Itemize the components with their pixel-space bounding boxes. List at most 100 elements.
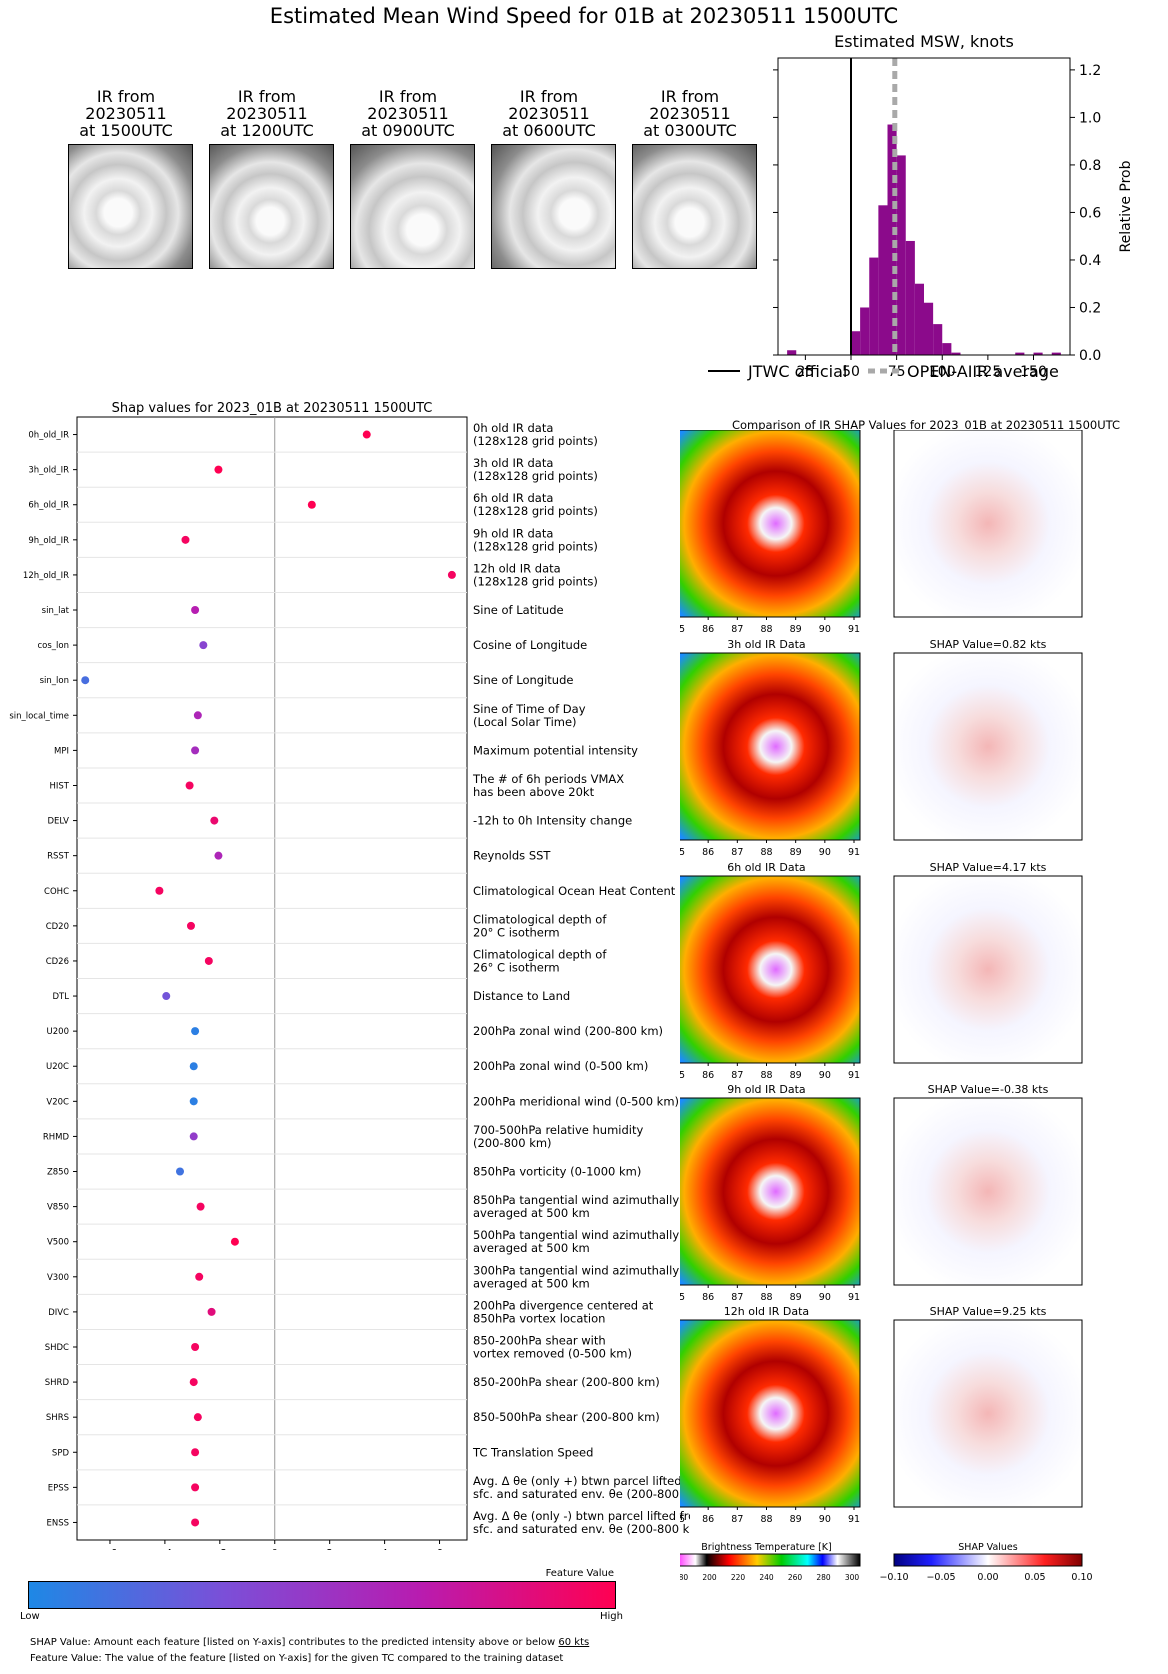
ir-xtick-label: 89 bbox=[790, 847, 802, 858]
feature-description: 300hPa tangential wind azimuthally bbox=[473, 1263, 679, 1277]
shap-panel-image bbox=[893, 1097, 1083, 1286]
histogram-frame bbox=[777, 57, 1071, 356]
feature-description: has been above 20kt bbox=[473, 785, 595, 799]
ir-panel-title: 9h old IR Data bbox=[727, 1083, 805, 1096]
feature-tick-label: CD26 bbox=[46, 957, 69, 967]
feature-description: 700-500hPa relative humidity bbox=[473, 1123, 643, 1137]
ir-thumbnail-label: IR from 20230511 at 1500UTC bbox=[79, 87, 173, 140]
feature-tick-label: cos_lon bbox=[37, 641, 69, 651]
histogram-xtick-label: 25 bbox=[796, 364, 814, 380]
shap-point bbox=[191, 1448, 200, 1457]
ir-panel-title: 3h old IR Data bbox=[727, 638, 805, 651]
histogram-bar bbox=[887, 124, 897, 355]
ir-xtick-label: 88 bbox=[760, 847, 772, 858]
feature-description: Distance to Land bbox=[473, 989, 570, 1003]
feature-description: 0h old IR data bbox=[473, 421, 553, 435]
feature-tick-label: HIST bbox=[50, 781, 70, 791]
feature-description: (200-800 km) bbox=[473, 1136, 552, 1150]
shap-point bbox=[362, 430, 371, 439]
feature-tick-label: 0h_old_IR bbox=[28, 431, 69, 441]
feature-description: 200hPa divergence centered at bbox=[473, 1298, 654, 1312]
feature-tick-label: ENSS bbox=[46, 1518, 69, 1528]
histogram-ylabel: Relative Prob bbox=[1118, 160, 1134, 252]
feature-value-colorbar bbox=[28, 1581, 616, 1609]
histogram-xtick-label: 100 bbox=[929, 364, 956, 380]
histogram-bar bbox=[896, 155, 906, 355]
histogram-xtick-label: 150 bbox=[1020, 364, 1047, 380]
bt-colorbar-tick: 300 bbox=[845, 1573, 860, 1582]
shap-point bbox=[191, 1518, 200, 1527]
histogram-title: Estimated MSW, knots bbox=[834, 32, 1014, 51]
histogram-ytick-label: 0.6 bbox=[1079, 205, 1101, 221]
histogram-ytick-label: 1.2 bbox=[1079, 63, 1101, 79]
legend-average-label: OPEN-AIIR average bbox=[907, 362, 1059, 381]
shap-xtick-label: −6 bbox=[103, 1548, 117, 1550]
histogram-bar bbox=[1033, 352, 1043, 355]
ir-xtick-label: 90 bbox=[819, 1514, 831, 1525]
feature-description: (128x128 grid points) bbox=[473, 469, 598, 483]
ir-xtick-label: 87 bbox=[731, 624, 743, 635]
histogram-ytick-label: 0.4 bbox=[1079, 253, 1101, 269]
histogram-ytick-label: 0.0 bbox=[1079, 348, 1101, 364]
feature-tick-label: EPSS bbox=[48, 1483, 69, 1493]
feature-description: vortex removed (0-500 km) bbox=[473, 1346, 632, 1360]
ir-xtick-label: 87 bbox=[731, 847, 743, 858]
feature-description: Climatological depth of bbox=[473, 947, 607, 961]
shap-colorbar-label: SHAP Values bbox=[958, 1542, 1018, 1553]
feature-description: (Local Solar Time) bbox=[473, 715, 577, 729]
shap-point bbox=[196, 1202, 205, 1211]
feature-description: 200hPa meridional wind (0-500 km) bbox=[473, 1094, 679, 1108]
shap-point bbox=[81, 676, 90, 685]
histogram-bar bbox=[924, 302, 934, 355]
feature-tick-label: U200 bbox=[47, 1027, 69, 1037]
bt-colorbar-tick: 260 bbox=[788, 1573, 803, 1582]
bt-colorbar-tick: 280 bbox=[816, 1573, 831, 1582]
ir-thumbnail-label: IR from 20230511 at 0900UTC bbox=[361, 87, 455, 140]
histogram-bar bbox=[942, 343, 952, 355]
bt-colorbar bbox=[680, 1553, 861, 1567]
feature-description: 12h old IR data bbox=[473, 561, 561, 575]
shap-point bbox=[191, 1483, 200, 1492]
feature-description: 200hPa zonal wind (200-800 km) bbox=[473, 1024, 663, 1038]
shap-panel-image bbox=[893, 875, 1083, 1064]
shap-point bbox=[185, 781, 194, 790]
ir-xtick-label: 86 bbox=[702, 624, 714, 635]
ir-thumbnail-image bbox=[491, 144, 616, 269]
feature-description: sfc. and saturated env. θe (200-800 km) bbox=[473, 1522, 690, 1536]
page-title: Estimated Mean Wind Speed for 01B at 202… bbox=[269, 4, 899, 28]
ir-thumbnail-label: IR from 20230511 at 1200UTC bbox=[220, 87, 314, 140]
ir-xtick-label: 85 bbox=[680, 624, 685, 635]
feature-description: averaged at 500 km bbox=[473, 1241, 590, 1255]
ir-xtick-label: 85 bbox=[680, 1292, 685, 1303]
histogram-ytick-label: 0.8 bbox=[1079, 158, 1101, 174]
feature-tick-label: SHRD bbox=[45, 1378, 70, 1388]
shap-point bbox=[214, 465, 223, 474]
shap-panel-title: SHAP Value=0.82 kts bbox=[930, 638, 1047, 651]
histogram-bar bbox=[914, 283, 924, 355]
shap-point bbox=[191, 1027, 200, 1036]
feature-description: Sine of Time of Day bbox=[473, 702, 586, 716]
shap-panel-title: SHAP Value=9.25 kts bbox=[930, 1305, 1047, 1318]
histogram-xtick-label: 125 bbox=[975, 364, 1002, 380]
shap-point bbox=[191, 746, 200, 755]
shap-point bbox=[181, 535, 190, 544]
ir-xtick-label: 85 bbox=[680, 1514, 685, 1525]
feature-description: 200hPa zonal wind (0-500 km) bbox=[473, 1059, 648, 1073]
shap-title: Shap values for 2023_01B at 20230511 150… bbox=[112, 401, 433, 416]
feature-description: (128x128 grid points) bbox=[473, 574, 598, 588]
shap-point bbox=[307, 500, 316, 509]
histogram-bar bbox=[1015, 352, 1025, 355]
shap-panel-image bbox=[893, 430, 1083, 618]
shap-point bbox=[210, 816, 219, 825]
feature-description: 850-500hPa shear (200-800 km) bbox=[473, 1410, 660, 1424]
shap-note-baseline: 60 kts bbox=[558, 1637, 590, 1648]
shap-colorbar-tick: 0.00 bbox=[977, 1572, 998, 1583]
feature-description: Climatological depth of bbox=[473, 912, 607, 926]
shap-xtick-label: 2 bbox=[327, 1548, 333, 1550]
legend-official-label: JTWC official bbox=[747, 362, 847, 381]
ir-xtick-label: 85 bbox=[680, 847, 685, 858]
bt-colorbar-tick: 240 bbox=[759, 1573, 774, 1582]
feature-tick-label: Z850 bbox=[47, 1168, 69, 1178]
feature-tick-label: 9h_old_IR bbox=[28, 536, 69, 546]
ir-xtick-label: 89 bbox=[790, 1070, 802, 1081]
